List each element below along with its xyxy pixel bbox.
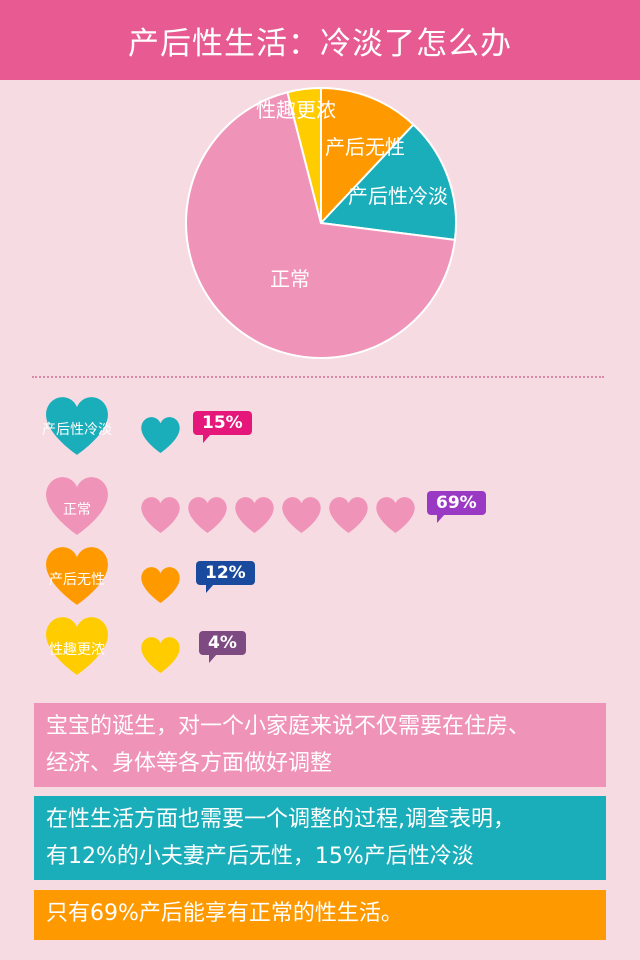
category-heart-icon: 产后无性 bbox=[44, 545, 110, 607]
stat-row-wuxing: 产后无性 12% bbox=[0, 545, 640, 615]
heart-icon bbox=[235, 497, 274, 533]
heart-shape bbox=[46, 397, 108, 455]
stat-row-zhengchang: 正常 69% bbox=[0, 475, 640, 545]
dotted-divider bbox=[32, 376, 604, 378]
heart-icon bbox=[141, 637, 180, 673]
slice-label: 产后无性 bbox=[325, 135, 405, 159]
stat-row-gengnong: 性趣更浓 4% bbox=[0, 615, 640, 685]
pie-slice bbox=[286, 86, 322, 224]
text-line: 宝宝的诞生，对一个小家庭来说不仅需要在住房、 bbox=[46, 714, 531, 739]
slice-label: 性趣更浓 bbox=[256, 98, 336, 122]
category-label: 正常 bbox=[63, 502, 91, 518]
category-label: 产后性冷淡 bbox=[42, 422, 112, 438]
count-hearts bbox=[140, 565, 181, 605]
text-box-teal: 在性生活方面也需要一个调整的过程,调查表明， 有12%的小夫妻产后无性，15%产… bbox=[34, 796, 606, 880]
heart-shape bbox=[46, 547, 108, 605]
text-line: 只有69%产后能享有正常的性生活。 bbox=[46, 901, 403, 926]
text-line: 有12%的小夫妻产后无性，15%产后性冷淡 bbox=[46, 844, 474, 869]
text-line: 经济、身体等各方面做好调整 bbox=[46, 751, 333, 776]
heart-icon bbox=[141, 497, 180, 533]
pie-slice bbox=[185, 91, 457, 359]
slice-label: 正常 bbox=[270, 267, 310, 291]
category-heart-icon: 性趣更浓 bbox=[44, 615, 110, 677]
pie-slice bbox=[320, 86, 415, 226]
heart-icon bbox=[141, 567, 180, 603]
pie-slice bbox=[318, 123, 457, 242]
percent-badge: 15% bbox=[193, 411, 252, 443]
header-bar: 产后性生活：冷淡了怎么办 bbox=[0, 0, 640, 80]
count-hearts bbox=[140, 635, 181, 675]
heart-shape bbox=[46, 617, 108, 675]
percent-badge: 4% bbox=[199, 631, 246, 663]
count-hearts bbox=[140, 415, 181, 455]
page-title: 产后性生活：冷淡了怎么办 bbox=[128, 25, 512, 62]
count-hearts bbox=[140, 495, 416, 535]
heart-icon bbox=[376, 497, 415, 533]
heart-icon bbox=[188, 497, 227, 533]
slice-label: 产后性冷淡 bbox=[348, 184, 448, 208]
stat-row-lengdan: 产后性冷淡 15% bbox=[0, 395, 640, 465]
heart-shape bbox=[46, 477, 108, 535]
heart-icon bbox=[141, 417, 180, 453]
category-label: 产后无性 bbox=[49, 572, 105, 588]
category-heart-icon: 正常 bbox=[44, 475, 110, 537]
text-box-orange: 只有69%产后能享有正常的性生活。 bbox=[34, 890, 606, 940]
category-label: 性趣更浓 bbox=[49, 642, 105, 658]
heart-icon bbox=[329, 497, 368, 533]
heart-icon bbox=[282, 497, 321, 533]
category-heart-icon: 产后性冷淡 bbox=[42, 395, 112, 457]
text-line: 在性生活方面也需要一个调整的过程,调查表明， bbox=[46, 807, 515, 832]
percent-badge: 12% bbox=[196, 561, 255, 593]
percent-badge: 69% bbox=[427, 491, 486, 523]
text-box-pink: 宝宝的诞生，对一个小家庭来说不仅需要在住房、 经济、身体等各方面做好调整 bbox=[34, 703, 606, 787]
